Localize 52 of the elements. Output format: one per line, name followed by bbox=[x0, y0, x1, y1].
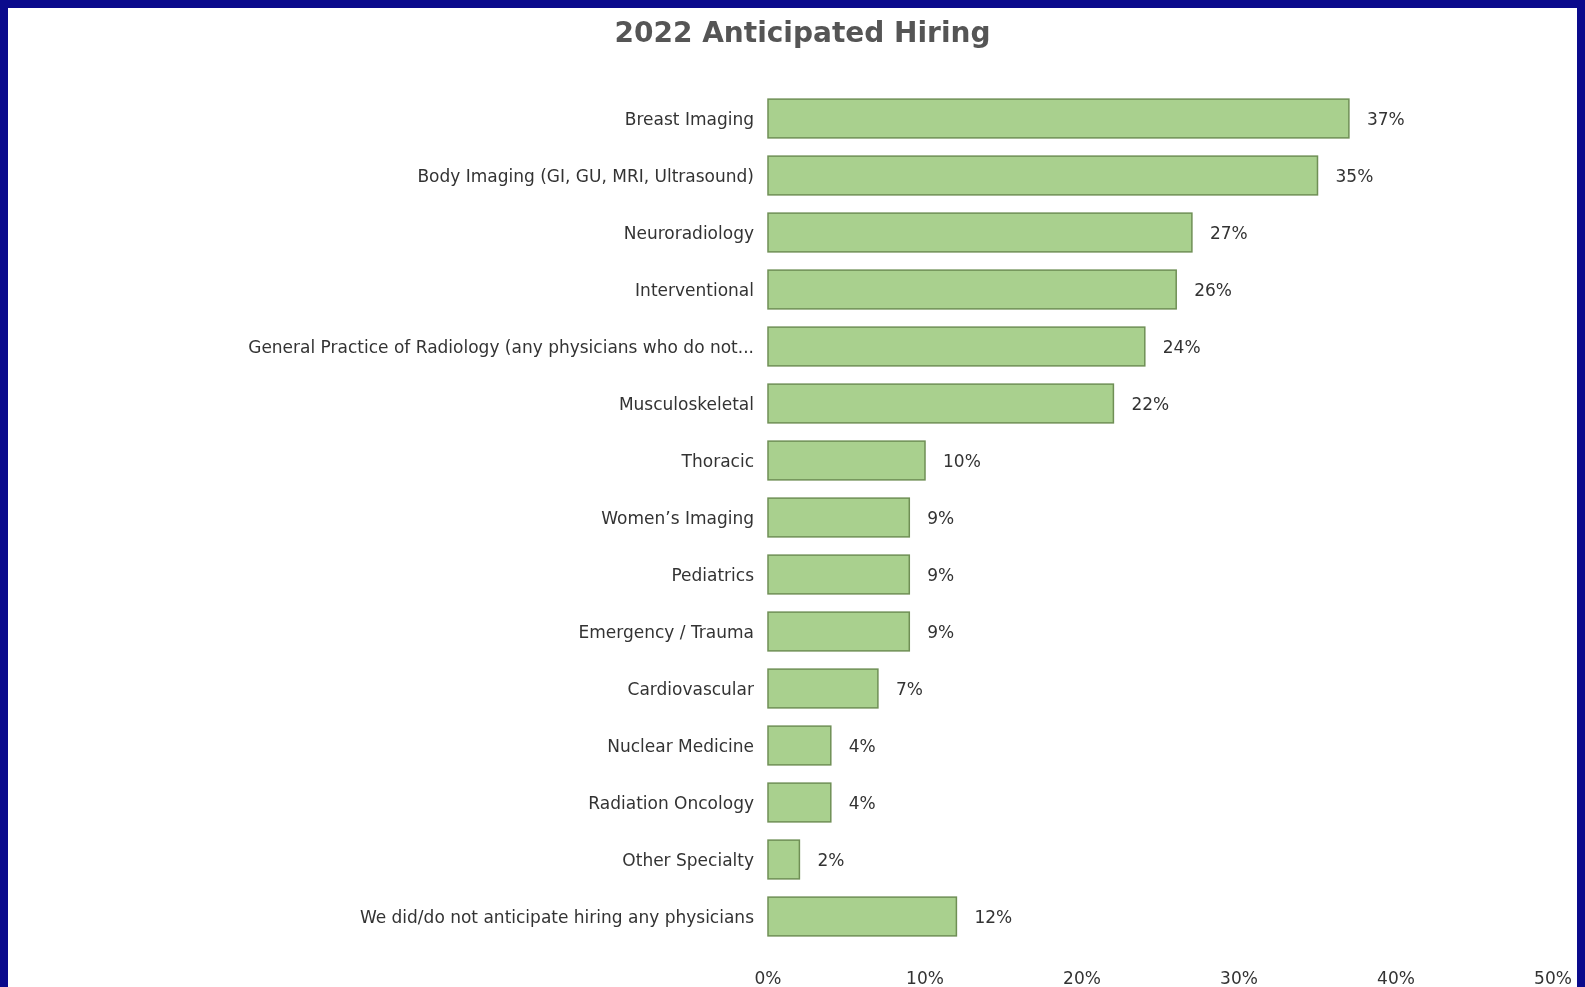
bar bbox=[767, 155, 1319, 196]
data-label: 37% bbox=[1366, 108, 1405, 129]
y-tick-label: Thoracic bbox=[680, 450, 754, 471]
data-label: 24% bbox=[1162, 336, 1201, 357]
bar bbox=[767, 383, 1115, 424]
y-tick-label: Other Specialty bbox=[622, 849, 754, 870]
y-tick-label: Neuroradiology bbox=[623, 222, 754, 243]
data-label: 10% bbox=[943, 450, 981, 471]
bar bbox=[767, 725, 832, 766]
bar bbox=[767, 98, 1350, 139]
bar bbox=[767, 497, 911, 538]
x-tick-label: 0% bbox=[754, 968, 782, 987]
y-tick-label: Pediatrics bbox=[671, 564, 755, 585]
x-tick-label: 20% bbox=[1063, 968, 1101, 987]
x-tick-label: 40% bbox=[1377, 968, 1415, 987]
bar bbox=[767, 611, 911, 652]
data-label: 26% bbox=[1194, 279, 1232, 300]
y-tick-label: We did/do not anticipate hiring any physicians bbox=[359, 906, 755, 927]
data-label: 27% bbox=[1209, 222, 1248, 243]
y-tick-label: Nuclear Medicine bbox=[607, 735, 754, 756]
x-tick-label: 50% bbox=[1534, 968, 1572, 987]
bar bbox=[767, 839, 801, 880]
y-tick-label: Women’s Imaging bbox=[601, 507, 754, 528]
x-tick-label: 30% bbox=[1220, 968, 1258, 987]
bar bbox=[767, 554, 911, 595]
bar bbox=[767, 212, 1193, 253]
data-label: 9% bbox=[927, 621, 955, 642]
y-tick-label: Emergency / Trauma bbox=[578, 621, 754, 642]
bar bbox=[767, 326, 1146, 367]
y-tick-label: Breast Imaging bbox=[624, 108, 754, 129]
data-label: 4% bbox=[848, 735, 876, 756]
bar bbox=[767, 782, 832, 823]
data-label: 7% bbox=[895, 678, 923, 699]
bar bbox=[767, 668, 879, 709]
data-label: 9% bbox=[927, 564, 955, 585]
y-tick-label: Musculoskeletal bbox=[618, 393, 754, 414]
data-label: 9% bbox=[927, 507, 955, 528]
y-tick-label: Cardiovascular bbox=[627, 678, 755, 699]
data-label: 2% bbox=[817, 849, 845, 870]
bar bbox=[767, 440, 926, 481]
y-tick-label: Interventional bbox=[635, 279, 754, 300]
data-label: 35% bbox=[1335, 165, 1374, 186]
data-label: 22% bbox=[1131, 393, 1170, 414]
chart-title: 2022 Anticipated Hiring bbox=[614, 16, 991, 49]
x-tick-label: 10% bbox=[906, 968, 944, 987]
y-tick-label: General Practice of Radiology (any physicians who do not... bbox=[248, 336, 754, 357]
data-label: 4% bbox=[848, 792, 876, 813]
y-tick-label: Body Imaging (GI, GU, MRI, Ultrasound) bbox=[417, 165, 754, 186]
y-tick-label: Radiation Oncology bbox=[588, 792, 754, 813]
bar bbox=[767, 269, 1177, 310]
bar bbox=[767, 896, 958, 937]
data-label: 12% bbox=[974, 906, 1013, 927]
